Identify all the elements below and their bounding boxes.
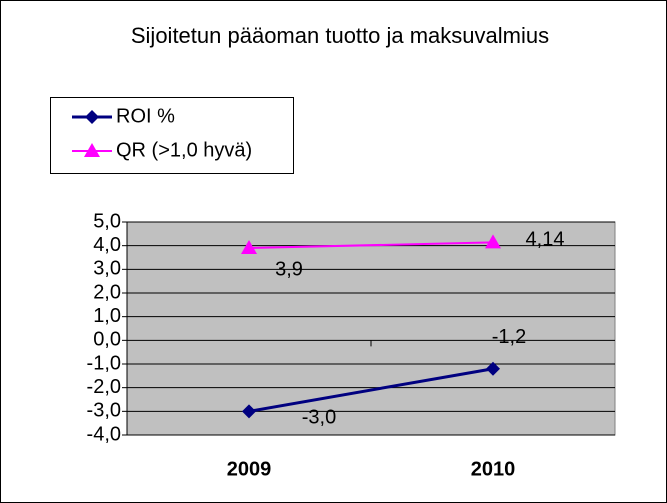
data-label: 4,14 [526, 229, 565, 251]
data-point [486, 361, 500, 376]
legend-marker [84, 143, 100, 157]
y-tick-label: 3,0 [93, 258, 121, 280]
x-tick-label: 2010 [471, 458, 516, 480]
data-label: -3,0 [302, 407, 336, 429]
y-tick-label: -4,0 [87, 423, 121, 445]
data-point [241, 240, 257, 255]
plot-area [126, 221, 616, 436]
legend-label: ROI % [116, 105, 175, 127]
y-tick-label: -2,0 [87, 376, 121, 398]
chart-title: Sijoitetun pääoman tuotto ja maksuvalmiu… [131, 23, 549, 48]
legend-label: QR (>1,0 hyvä) [116, 139, 252, 161]
series-line [248, 241, 494, 250]
x-tick-label: 2009 [227, 458, 272, 480]
legend-box [50, 97, 294, 174]
legend-marker [85, 110, 99, 124]
y-tick-label: 1,0 [93, 305, 121, 327]
data-point [485, 234, 501, 249]
data-label: -1,2 [492, 326, 526, 348]
y-tick-label: 0,0 [93, 329, 121, 351]
y-tick-label: -3,0 [87, 400, 121, 422]
y-tick-label: -1,0 [87, 352, 121, 374]
y-tick-label: 4,0 [93, 234, 121, 256]
series-line [248, 367, 494, 413]
y-tick-label: 2,0 [93, 281, 121, 303]
y-tick-label: 5,0 [93, 210, 121, 232]
data-point [242, 404, 256, 419]
data-label: 3,9 [275, 258, 303, 280]
